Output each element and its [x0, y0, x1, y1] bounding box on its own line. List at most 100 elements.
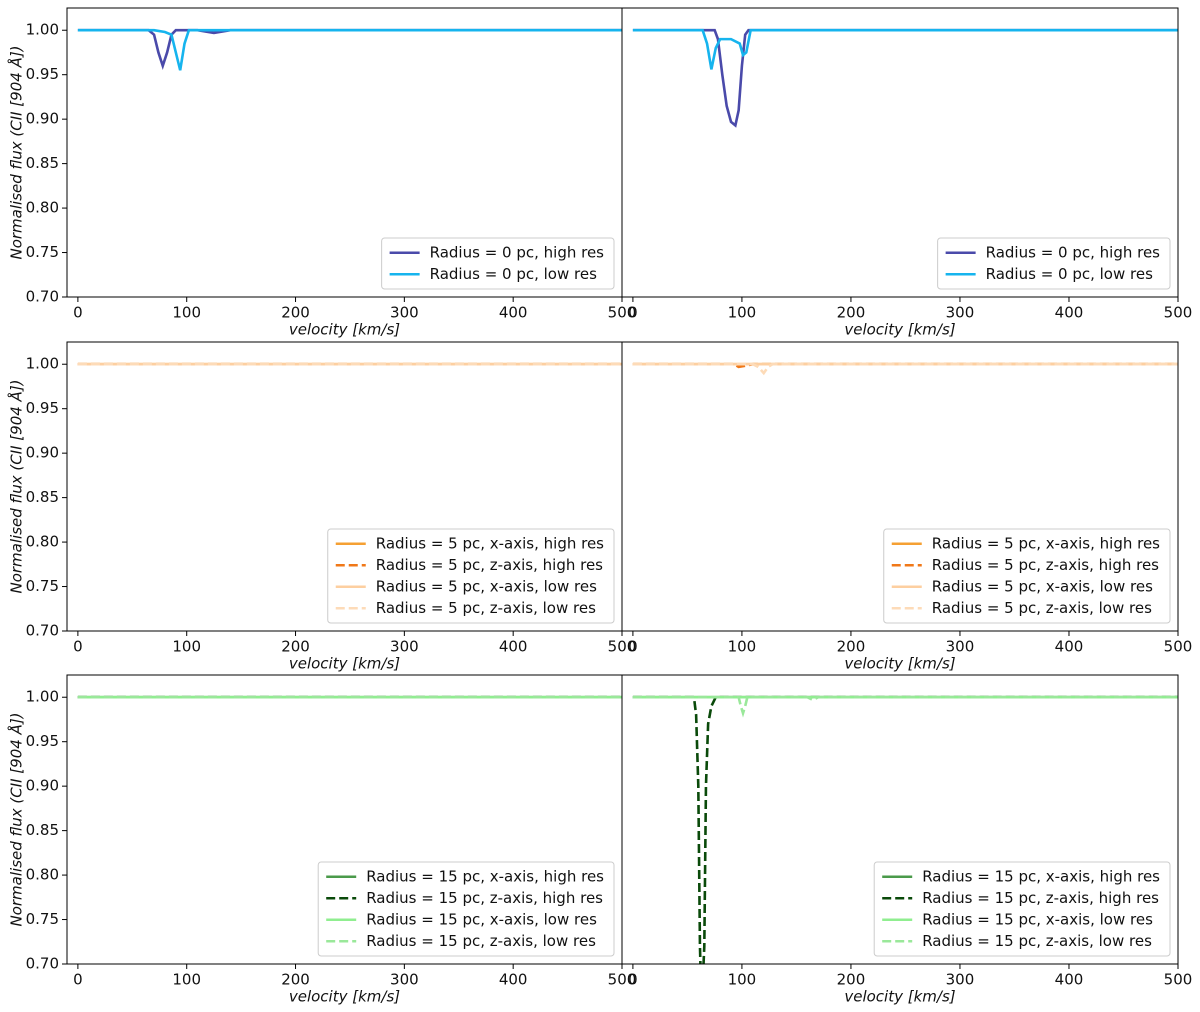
x-tick-label: 500: [1164, 638, 1193, 656]
y-tick-label: 0.90: [26, 110, 59, 128]
series-line: [632, 695, 1178, 964]
x-tick-label: 400: [499, 971, 528, 989]
x-tick-label: 500: [608, 638, 637, 656]
x-tick-label: 0: [73, 638, 83, 656]
x-axis-label: velocity [km/s]: [844, 655, 955, 673]
x-axis-label: velocity [km/s]: [289, 321, 400, 339]
legend: Radius = 15 pc, x-axis, high res Radius =…: [873, 861, 1171, 957]
legend-box: [317, 861, 615, 957]
legend-label: Radius = 15 pc, z-axis, low res: [366, 932, 596, 950]
legend-label: Radius = 5 pc, x-axis, low res: [932, 577, 1153, 595]
y-axis-label: Normalised flux (CII [904 Å]): [7, 45, 26, 259]
legend: Radius = 0 pc, high res Radius = 0 pc, lo…: [381, 237, 615, 290]
legend-label: Radius = 0 pc, low res: [430, 265, 597, 283]
panel: 0 100 200 300 400 500 0.70 0.75 0.80 0.85 0.90 0.95…: [7, 7, 637, 339]
y-tick-label: 0.95: [26, 732, 59, 750]
y-tick-label: 1.00: [26, 21, 59, 39]
x-tick-label: 400: [1055, 638, 1084, 656]
legend-label: Radius = 0 pc, high res: [430, 243, 605, 261]
legend-box: [873, 861, 1171, 957]
y-tick-label: 0.90: [26, 444, 59, 462]
y-tick-label: 0.75: [26, 910, 59, 928]
x-tick-label: 100: [172, 971, 201, 989]
x-tick-label: 500: [608, 304, 637, 322]
y-tick-label: 0.85: [26, 488, 59, 506]
series-line: [77, 28, 622, 70]
x-tick-label: 200: [837, 638, 866, 656]
panel: 0 100 200 300 400 500 velocity [km/s] Radius = …: [621, 341, 1193, 673]
legend: Radius = 5 pc, x-axis, high res Radius = …: [327, 528, 615, 624]
axes-frame: [621, 674, 1179, 965]
legend: Radius = 5 pc, x-axis, high res Radius = …: [883, 528, 1171, 624]
y-tick-label: 0.85: [26, 154, 59, 172]
x-tick-label: 100: [728, 638, 757, 656]
x-tick-label: 300: [390, 304, 419, 322]
panel: 0 100 200 300 400 500 velocity [km/s] Radius = …: [621, 7, 1193, 339]
x-tick-label: 300: [946, 971, 975, 989]
panel: 0 100 200 300 400 500 0.70 0.75 0.80 0.85 0.90 0.95…: [7, 341, 637, 673]
x-tick-label: 100: [728, 304, 757, 322]
x-tick-label: 400: [1055, 971, 1084, 989]
legend-label: Radius = 15 pc, x-axis, low res: [366, 910, 597, 928]
series-line: [632, 362, 1178, 376]
x-tick-label: 0: [628, 638, 638, 656]
y-tick-label: 0.75: [26, 577, 59, 595]
x-tick-label: 0: [628, 971, 638, 989]
y-tick-label: 0.70: [26, 955, 59, 973]
y-tick-label: 0.75: [26, 243, 59, 261]
x-tick-label: 200: [837, 971, 866, 989]
legend-label: Radius = 5 pc, x-axis, high res: [376, 534, 604, 552]
x-tick-label: 300: [390, 971, 419, 989]
x-tick-label: 100: [172, 304, 201, 322]
y-tick-label: 0.80: [26, 866, 59, 884]
axes-frame: [621, 7, 1179, 298]
legend: Radius = 0 pc, high res Radius = 0 pc, lo…: [937, 237, 1171, 290]
x-tick-label: 400: [499, 304, 528, 322]
y-tick-label: 0.70: [26, 622, 59, 640]
legend-box: [883, 528, 1171, 624]
legend-label: Radius = 15 pc, x-axis, high res: [366, 867, 604, 885]
legend-label: Radius = 0 pc, high res: [986, 243, 1161, 261]
x-axis-label: velocity [km/s]: [289, 988, 400, 1006]
x-tick-label: 0: [73, 304, 83, 322]
y-tick-label: 0.85: [26, 821, 59, 839]
legend-label: Radius = 15 pc, x-axis, low res: [922, 910, 1153, 928]
x-axis-label: velocity [km/s]: [844, 988, 955, 1006]
legend-label: Radius = 0 pc, low res: [986, 265, 1153, 283]
legend-label: Radius = 5 pc, x-axis, low res: [376, 577, 597, 595]
axes-frame: [621, 341, 1179, 632]
x-tick-label: 200: [281, 638, 310, 656]
legend-box: [327, 528, 615, 624]
legend-label: Radius = 5 pc, z-axis, low res: [376, 599, 596, 617]
legend-label: Radius = 15 pc, z-axis, high res: [922, 889, 1159, 907]
y-tick-label: 1.00: [26, 355, 59, 373]
x-tick-label: 500: [1164, 971, 1193, 989]
x-axis-label: velocity [km/s]: [289, 655, 400, 673]
x-tick-label: 100: [172, 638, 201, 656]
y-tick-label: 0.80: [26, 533, 59, 551]
x-tick-label: 500: [608, 971, 637, 989]
legend-label: Radius = 5 pc, z-axis, high res: [376, 556, 603, 574]
legend-label: Radius = 5 pc, x-axis, high res: [932, 534, 1160, 552]
y-axis-label: Normalised flux (CII [904 Å]): [7, 379, 26, 593]
series-line: [77, 28, 622, 71]
series-line: [632, 28, 1178, 70]
x-tick-label: 200: [281, 971, 310, 989]
y-tick-label: 0.95: [26, 399, 59, 417]
legend: Radius = 15 pc, x-axis, high res Radius =…: [317, 861, 615, 957]
y-tick-label: 0.80: [26, 199, 59, 217]
legend-label: Radius = 15 pc, x-axis, high res: [922, 867, 1160, 885]
y-tick-label: 0.70: [26, 288, 59, 306]
legend-box: [381, 237, 615, 290]
x-axis-label: velocity [km/s]: [844, 321, 955, 339]
x-tick-label: 400: [1055, 304, 1084, 322]
x-tick-label: 400: [499, 638, 528, 656]
x-tick-label: 300: [946, 638, 975, 656]
x-tick-label: 200: [837, 304, 866, 322]
series-line: [632, 28, 1178, 128]
x-tick-label: 500: [1164, 304, 1193, 322]
legend-box: [937, 237, 1171, 290]
legend-label: Radius = 5 pc, z-axis, low res: [932, 599, 1152, 617]
y-axis-label: Normalised flux (CII [904 Å]): [7, 712, 26, 926]
legend-label: Radius = 15 pc, z-axis, low res: [922, 932, 1152, 950]
